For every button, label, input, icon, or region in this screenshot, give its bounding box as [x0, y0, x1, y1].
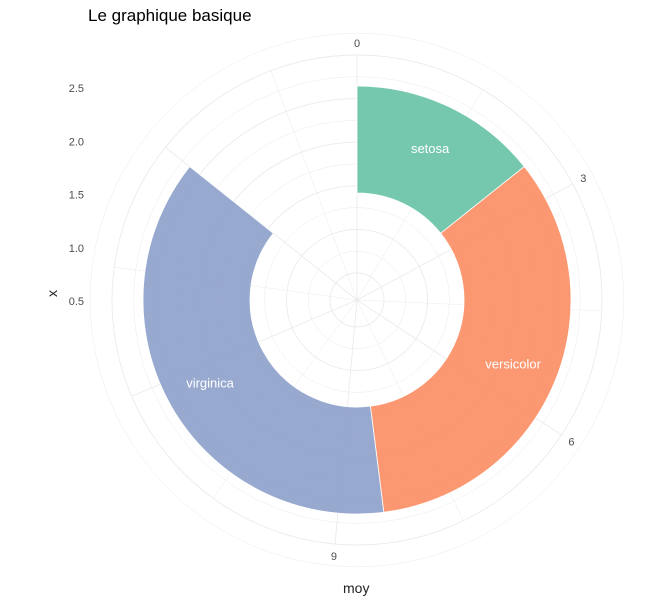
radial-tick-label: 1.0 — [69, 243, 84, 255]
y-axis-title: x — [44, 290, 60, 297]
grid-circle — [89, 32, 625, 568]
slice-label-virginica: virginica — [186, 375, 234, 390]
radial-tick-label: 2.0 — [69, 136, 84, 148]
theta-tick-label: 3 — [580, 173, 586, 185]
slice-label-setosa: setosa — [411, 141, 450, 156]
chart-title: Le graphique basique — [88, 6, 252, 25]
radial-tick-label: 0.5 — [69, 296, 84, 308]
slice-versicolor — [369, 166, 572, 513]
theta-tick-label: 0 — [354, 38, 360, 50]
grid-spoke — [270, 70, 358, 301]
radial-tick-label: 2.5 — [69, 83, 84, 95]
slice-virginica — [142, 166, 385, 515]
theta-tick-label: 9 — [331, 551, 337, 563]
chart-slices — [142, 85, 572, 515]
radial-tick-label: 1.5 — [69, 190, 84, 202]
slice-label-versicolor: versicolor — [485, 356, 541, 371]
chart-labels: 0 3 6 9 0.5 1.0 1.5 2.0 2.5 setosa versicolor virgi… — [69, 38, 587, 563]
theta-tick-label: 6 — [568, 437, 574, 449]
x-axis-title: moy — [343, 580, 370, 596]
